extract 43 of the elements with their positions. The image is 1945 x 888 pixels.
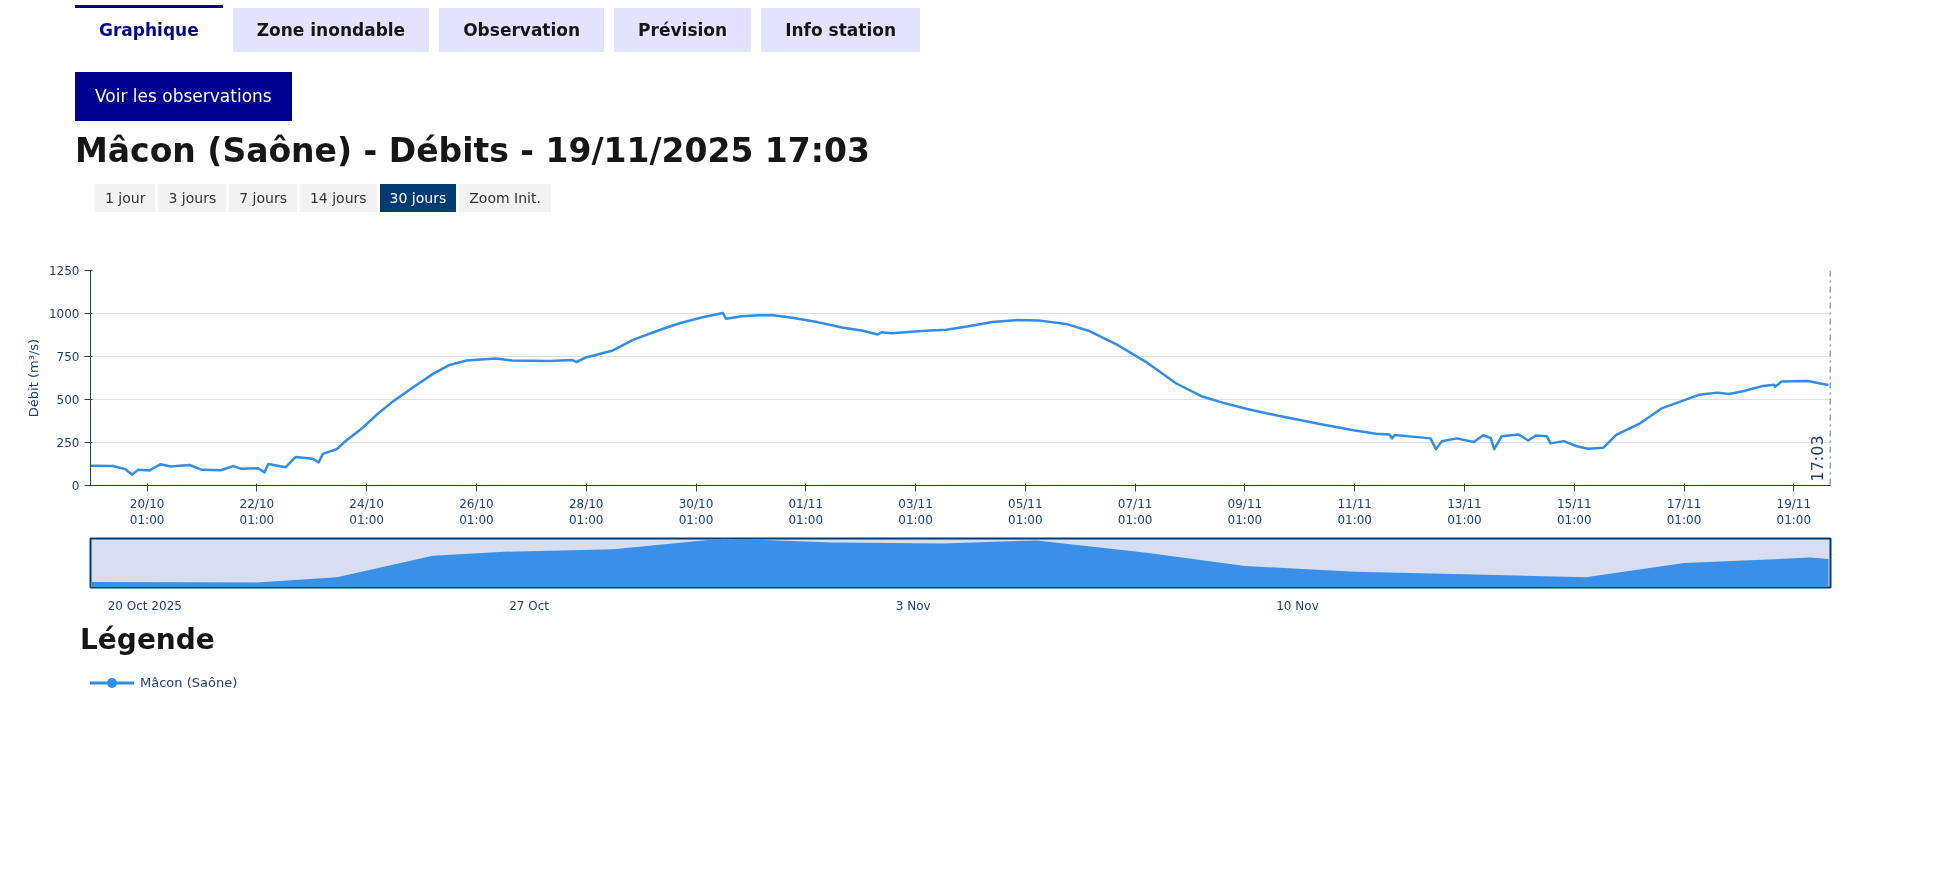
x-tick-label: 27 Oct [509, 598, 550, 613]
y-tick-label: 250 [56, 436, 80, 450]
x-tick-label: 01/11 01:00 [788, 496, 824, 528]
x-tick-label: 13/11 01:00 [1447, 496, 1482, 528]
y-tick-label: 1000 [48, 307, 80, 321]
x-tick-label: 28/10 01:00 [568, 496, 604, 528]
text: 7 jours [229, 183, 297, 212]
x-tick-label: 3 Nov [895, 598, 931, 613]
x-tick-label: 26/10 01:00 [459, 496, 494, 528]
text: Observation [439, 8, 605, 53]
x-tick-label: 11/11 01:00 [1337, 496, 1372, 528]
x-tick-label: 20 Oct 2025 [107, 598, 182, 613]
text: 3 jours [158, 183, 227, 212]
y-tick-label: 500 [56, 393, 80, 407]
x-tick-label: 07/11 01:00 [1117, 496, 1153, 528]
x-tick-label: 20/10 01:00 [129, 496, 165, 528]
text: Zone inondable [232, 8, 430, 53]
text: 30 jours [379, 183, 457, 212]
ref-line-label: 17:03 [1807, 435, 1827, 482]
legend-label: Mâcon (Saône) [140, 674, 238, 692]
x-tick-label: 10 Nov [1276, 598, 1319, 613]
x-tick-label: 17/11 01:00 [1666, 496, 1702, 528]
text: 1 jour [95, 183, 156, 212]
chart-title: Mâcon (Saône) - Débits - 19/11/2025 17:03 [75, 129, 871, 172]
x-tick-label: 09/11 01:00 [1227, 496, 1263, 528]
text: Zoom Init. [459, 183, 551, 212]
x-tick-label: 15/11 01:00 [1556, 496, 1592, 528]
text: Prévision [614, 8, 752, 53]
x-tick-label: 24/10 01:00 [349, 496, 384, 528]
x-tick-label: 30/10 01:00 [678, 496, 714, 528]
text: Voir les observations [75, 72, 292, 121]
y-tick-label: 1250 [48, 264, 80, 278]
y-axis-title: Débit (m³/s) [25, 338, 41, 418]
legend-title: Légende [80, 622, 216, 658]
x-tick-label: 22/10 01:00 [239, 496, 275, 528]
text: 14 jours [299, 183, 377, 212]
text: Graphique [75, 5, 223, 53]
x-tick-label: 19/11 01:00 [1776, 496, 1812, 528]
y-tick-label: 750 [56, 350, 80, 364]
x-tick-label: 03/11 01:00 [898, 496, 933, 528]
x-tick-label: 05/11 01:00 [1008, 496, 1043, 528]
text: Info station [761, 8, 920, 53]
y-tick-label: 0 [71, 479, 80, 493]
